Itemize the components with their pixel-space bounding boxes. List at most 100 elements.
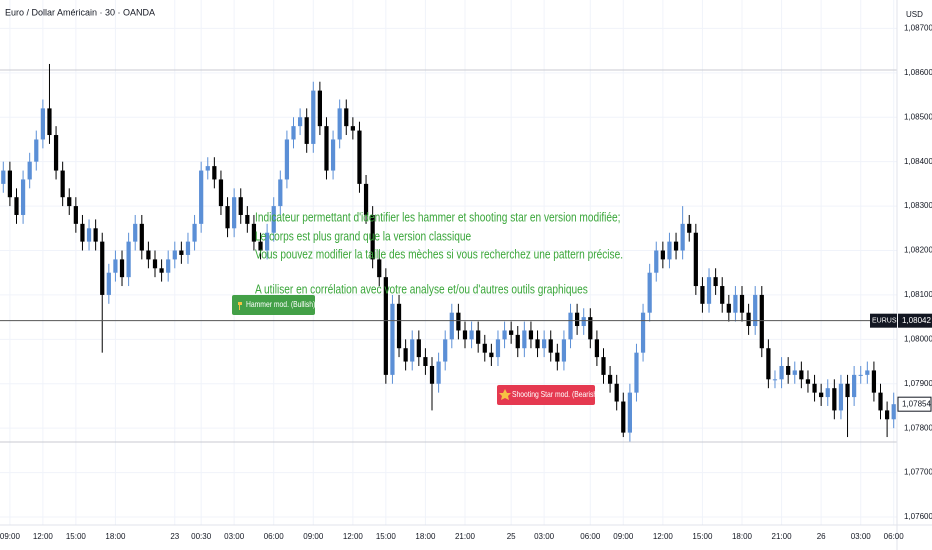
candle-body (865, 370, 870, 375)
annotation-line: A utiliser en corrélation avec votre ana… (255, 282, 588, 296)
y-tick-label: 1,08700 (904, 24, 932, 33)
x-tick-label: 03:00 (851, 532, 872, 541)
candle-body (792, 370, 797, 375)
annotation: Indicateur permettant d'identifier les h… (255, 210, 623, 296)
x-tick-label: 21:00 (772, 532, 793, 541)
x-tick-label: 23 (170, 532, 179, 541)
x-tick-label: 00:30 (191, 532, 212, 541)
y-tick-label: 1,07600 (904, 512, 932, 521)
annotation-line: Le corps est plus grand que la version c… (255, 229, 471, 243)
candle-body (73, 206, 78, 224)
candle-body (449, 312, 454, 340)
candle-body (443, 339, 448, 362)
candle-body (133, 223, 138, 242)
candle-body (786, 365, 791, 375)
bearish-label: Shooting Star mod. (Bearish) (497, 385, 599, 405)
candle-body (838, 383, 844, 411)
x-tick-label: 09:00 (0, 532, 20, 541)
candle-body (819, 392, 824, 398)
candle-body (568, 312, 573, 340)
candle-body (212, 166, 217, 180)
candle-body (515, 334, 520, 349)
candle-body (495, 339, 501, 358)
candle-body (86, 228, 92, 242)
label-text: Shooting Star mod. (Bearish) (512, 390, 599, 400)
candle-body (1, 170, 6, 184)
candle-body (700, 286, 705, 304)
candle-body (410, 339, 415, 362)
candle-body (601, 357, 606, 375)
candle-body (146, 250, 151, 260)
price-box (897, 396, 932, 412)
candle-body (528, 330, 534, 340)
candle-body (753, 294, 758, 327)
label-box (232, 295, 315, 315)
candle-body (469, 330, 474, 340)
candle-body (245, 214, 250, 224)
candle-body (363, 183, 369, 215)
candle-body (548, 339, 553, 353)
candle-body (7, 170, 13, 198)
candle-body (858, 374, 863, 376)
candle-body (825, 388, 830, 398)
candle-body (284, 139, 290, 180)
candle-body (60, 170, 65, 198)
candle-body (251, 223, 257, 242)
symbol-box (870, 313, 897, 328)
symbol-label: EURUSD (872, 318, 902, 325)
x-tick-label: 09:00 (303, 532, 324, 541)
candle-body (733, 294, 738, 313)
candle-body (113, 259, 118, 273)
candle-body (713, 277, 718, 287)
x-tick-label: 06:00 (884, 532, 905, 541)
candle-body (14, 197, 19, 215)
candle-body (396, 303, 402, 349)
y-tick-label: 1,08100 (904, 290, 932, 299)
candle-body (324, 126, 329, 171)
candle-body (660, 250, 665, 260)
candle-body (47, 108, 52, 136)
y-tick-label: 1,08600 (904, 68, 932, 77)
candle-body (238, 197, 243, 215)
candle-body (509, 330, 514, 335)
candle-body (891, 404, 896, 420)
candle-body (812, 383, 817, 393)
candle-body (594, 339, 600, 358)
candle-body (482, 343, 487, 353)
candle-body (555, 352, 560, 362)
candle-body (746, 312, 751, 327)
candle-body (337, 108, 342, 140)
price-label: 1,08042 (902, 316, 931, 325)
candle-body (706, 277, 712, 304)
candle-body (199, 170, 204, 224)
x-tick-label: 18:00 (415, 532, 436, 541)
candle-body (139, 223, 144, 251)
candle-body (297, 117, 303, 127)
candle-body (278, 179, 283, 207)
y-tick-label: 1,07700 (904, 468, 932, 477)
y-tick-label: 1,07800 (904, 423, 932, 432)
candle-body (172, 250, 177, 260)
x-tick-label: 03:00 (534, 532, 555, 541)
candle-body (640, 312, 646, 353)
x-tick-label: 25 (507, 532, 516, 541)
candle-body (159, 268, 164, 273)
candle-body (462, 330, 468, 340)
candle-body (680, 223, 685, 251)
candle-body (845, 383, 850, 398)
candle-body (80, 223, 85, 242)
candle-body (535, 339, 540, 349)
x-tick-label: 12:00 (343, 532, 364, 541)
candle-body (726, 303, 731, 313)
candle-body (218, 179, 224, 207)
candle-body (720, 286, 725, 304)
candle-body (192, 223, 197, 242)
x-tick-label: 12:00 (33, 532, 54, 541)
candle-body (291, 126, 296, 140)
candle-body (423, 357, 428, 366)
candle-body (667, 241, 672, 260)
candle-body (304, 117, 309, 144)
candle-body (205, 166, 210, 171)
candle-body (53, 135, 59, 171)
